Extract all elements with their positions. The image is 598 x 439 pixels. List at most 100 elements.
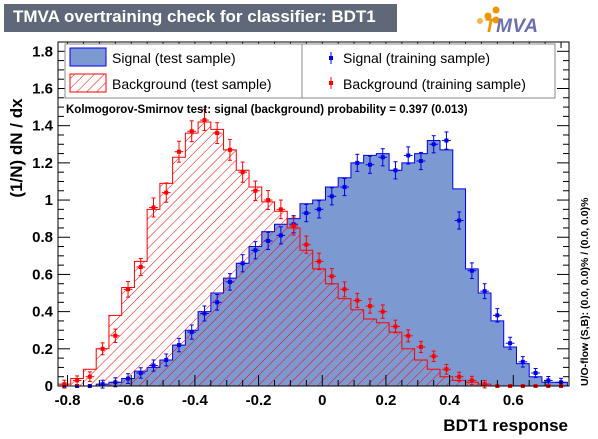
x-tick-label: 0.2	[376, 392, 397, 409]
y-tick-label: 1	[45, 192, 53, 209]
signal-training-point	[301, 203, 311, 223]
signal-training-point	[200, 305, 209, 322]
plot-border	[57, 41, 570, 387]
signal-training-point	[225, 273, 235, 291]
y-tick-label: 0	[45, 378, 53, 395]
legend: Signal (test sample) Background (test sam…	[64, 43, 556, 99]
signal-training-point	[378, 148, 388, 167]
y-tick-label: 0.8	[32, 229, 53, 246]
background-training-point	[263, 190, 273, 211]
title-bar: TMVA overtraining check for classifier: …	[4, 4, 397, 32]
signal-training-point	[98, 379, 107, 389]
background-training-point	[442, 363, 451, 375]
y-tick-label: 0.6	[32, 266, 53, 283]
signal-training-point	[327, 187, 337, 206]
legend-label-background-test: Background (test sample)	[112, 76, 272, 92]
y-tick-label: 1.2	[32, 155, 53, 172]
y-tick-label: 0.4	[32, 304, 54, 321]
background-training-point	[123, 280, 133, 298]
background-training-point	[136, 257, 146, 277]
legend-label-signal-test: Signal (test sample)	[112, 50, 236, 66]
signal-training-point	[212, 293, 222, 311]
signal-training-point	[136, 367, 146, 379]
legend-label-background-training: Background (training sample)	[343, 76, 526, 92]
background-test-histogram	[57, 121, 568, 387]
background-training-point	[110, 328, 120, 344]
background-training-point	[301, 235, 311, 254]
x-tick-label: -0.4	[182, 392, 209, 409]
background-training-point	[72, 375, 82, 386]
plot-title: TMVA overtraining check for classifier: …	[13, 7, 376, 26]
legend-marker-signal-training	[329, 52, 333, 64]
y-tick-label: 1.6	[32, 80, 53, 97]
ks-test-text: Kolmogorov-Smirnov test: signal (backgro…	[66, 104, 468, 116]
signal-training-point	[238, 254, 248, 273]
signal-training-point	[352, 153, 362, 172]
background-training-point	[289, 216, 298, 236]
signal-training-point	[340, 177, 349, 197]
legend-box-right	[301, 43, 556, 99]
background-training-point	[149, 197, 158, 218]
background-training-point	[238, 161, 248, 183]
signal-training-point	[251, 241, 260, 260]
background-training-point	[161, 182, 171, 203]
background-training-point	[429, 350, 439, 362]
y-tick-label: 1.4	[32, 118, 54, 135]
background-training-point	[467, 375, 477, 386]
signal-training-point	[314, 200, 324, 219]
y-tick-label: 0.2	[32, 341, 53, 358]
background-training-point	[416, 340, 426, 354]
background-training-point	[276, 199, 286, 220]
legend-marker-background-training	[329, 77, 333, 89]
y-axis-label: (1/N) dN / dx	[7, 98, 26, 198]
y-tick-label: 1.8	[32, 43, 53, 60]
background-training-point	[85, 371, 95, 383]
signal-training-point	[416, 151, 426, 171]
background-training-point	[314, 252, 324, 271]
legend-swatch-background-test	[69, 73, 107, 93]
legend-swatch-signal-test	[69, 47, 107, 67]
tmva-logo: TMVA	[466, 6, 576, 42]
x-tick-label: -0.8	[55, 392, 81, 409]
signal-training-point	[505, 336, 515, 350]
signal-training-point	[492, 308, 502, 323]
background-training-point	[98, 342, 107, 356]
background-training-point	[340, 281, 349, 298]
x-tick-label: 0	[318, 392, 326, 409]
signal-training-point	[454, 211, 464, 230]
signal-training-point	[467, 262, 477, 280]
background-training-point	[174, 140, 184, 163]
background-training-point	[187, 120, 197, 143]
overflow-text: U/O-flow (S,B): (0.0, 0.0)% / (0.0, 0.0)…	[579, 197, 591, 386]
signal-training-point	[161, 353, 171, 367]
x-tick-label: -0.2	[246, 392, 272, 409]
background-training-point	[251, 180, 260, 201]
signal-training-point	[276, 226, 286, 245]
signal-training-point	[391, 161, 400, 180]
background-training-point	[352, 292, 362, 309]
signal-training-point	[429, 135, 439, 154]
signal-training-point	[403, 146, 413, 165]
x-tick-label: 0.4	[439, 392, 461, 409]
background-training-point	[403, 329, 413, 343]
logo-dots-icon	[477, 6, 500, 24]
signal-training-point	[149, 359, 158, 372]
signal-training-point	[263, 231, 273, 251]
signal-training-point	[187, 324, 197, 340]
signal-training-point	[442, 131, 451, 150]
background-training-point	[212, 122, 222, 145]
background-training-point	[225, 138, 235, 161]
background-training-point	[327, 267, 337, 285]
background-training-point	[365, 298, 375, 314]
plot-frame: -0.8 -0.6 -0.4 -0.2 0 0.2 0.4 0.6 0 0.2 0.4 0.6 0.8 1…	[32, 41, 570, 409]
background-training-point	[200, 109, 209, 132]
signal-training-point	[480, 283, 489, 300]
x-tick-label: 0.6	[503, 392, 524, 409]
background-training-point	[454, 371, 464, 382]
legend-label-signal-training: Signal (training sample)	[343, 50, 490, 66]
background-training-point	[391, 319, 400, 334]
x-tick-label: -0.6	[118, 392, 144, 409]
signal-training-point	[518, 356, 528, 368]
